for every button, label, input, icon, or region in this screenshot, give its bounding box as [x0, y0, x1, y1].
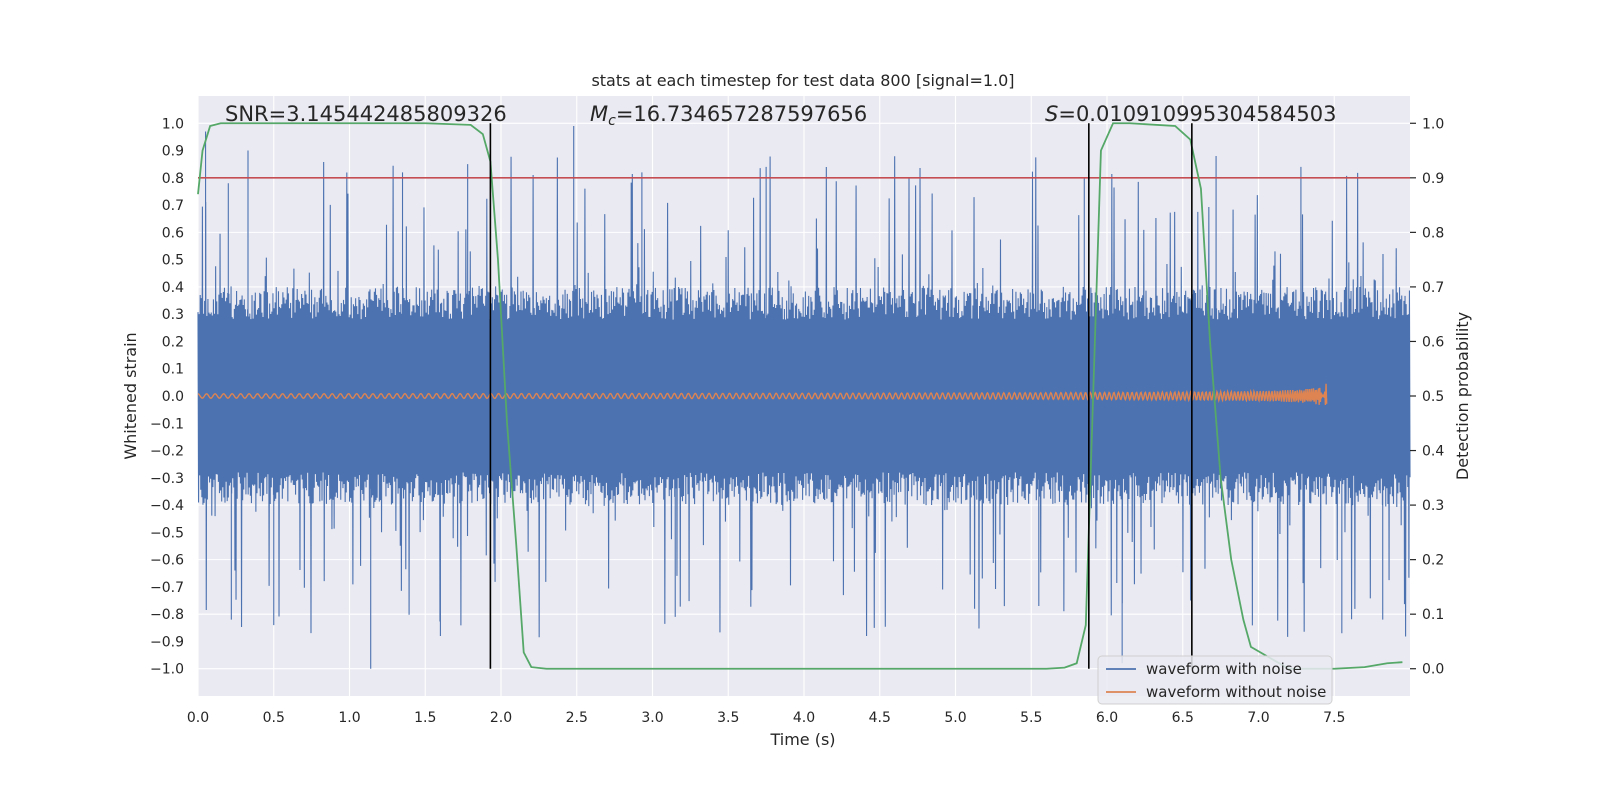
y-axis-right: 1.0 0.9 0.8 0.7 0.6 0.5 0.4 0.3 0.2 0.1 0.0 — [1410, 116, 1444, 678]
legend-label-clean: waveform without noise — [1146, 683, 1326, 701]
y-right-tick-label: 1.0 — [1422, 116, 1444, 132]
y-left-tick-label: 0.4 — [162, 280, 184, 296]
y-right-tick-label: 0.4 — [1422, 444, 1444, 460]
y-axis-label-left: Whitened strain — [121, 332, 140, 459]
y-left-tick-label: 0.7 — [162, 198, 184, 214]
y-left-tick-label: 0.0 — [162, 389, 184, 405]
y-left-tick-label: −0.1 — [150, 416, 184, 432]
x-tick-label: 4.5 — [869, 710, 891, 726]
y-axis-left: 1.0 0.9 0.8 0.7 0.6 0.5 0.4 0.3 0.2 0.1 0.0 −0.1 −0.… — [150, 116, 184, 677]
y-left-tick-label: −0.3 — [150, 471, 184, 487]
y-right-tick-label: 0.6 — [1422, 334, 1444, 350]
x-tick-label: 0.5 — [263, 710, 285, 726]
x-tick-label: 7.5 — [1323, 710, 1345, 726]
y-right-tick-label: 0.3 — [1422, 498, 1444, 514]
noise-trace — [197, 126, 1411, 669]
y-right-tick-label: 0.1 — [1422, 607, 1444, 623]
y-left-tick-label: −0.9 — [150, 634, 184, 650]
chart-title: stats at each timestep for test data 800… — [591, 71, 1014, 90]
legend-label-noise: waveform with noise — [1146, 660, 1302, 678]
y-left-tick-label: 0.6 — [162, 225, 184, 241]
y-left-tick-label: 0.1 — [162, 362, 184, 378]
vertical-markers — [489, 123, 1193, 669]
x-tick-label: 2.5 — [566, 710, 588, 726]
x-tick-label: 3.5 — [717, 710, 739, 726]
mc-annotation: Mc=16.734657287597656 — [590, 102, 867, 129]
x-axis: 0.0 0.5 1.0 1.5 2.0 2.5 3.0 3.5 4.0 4.5 5.0 5.5 6.0 6… — [187, 710, 1346, 726]
y-left-tick-label: −1.0 — [150, 662, 184, 678]
mc-value: =16.734657287597656 — [616, 102, 867, 126]
clean-trace — [197, 383, 1328, 406]
y-left-tick-label: 0.5 — [162, 253, 184, 269]
y-left-tick-label: −0.8 — [150, 607, 184, 623]
series-waveform-without-noise — [197, 383, 1328, 406]
x-tick-label: 2.0 — [490, 710, 512, 726]
y-right-tick-label: 0.8 — [1422, 225, 1444, 241]
x-tick-label: 1.5 — [414, 710, 436, 726]
s-value: =0.010910995304584503 — [1058, 102, 1336, 126]
x-tick-label: 7.0 — [1247, 710, 1269, 726]
legend: waveform with noise waveform without noi… — [1097, 655, 1333, 705]
y-right-tick-label: 0.0 — [1422, 662, 1444, 678]
y-right-tick-label: 0.2 — [1422, 553, 1444, 569]
y-left-tick-label: 0.8 — [162, 171, 184, 187]
x-tick-label: 5.0 — [944, 710, 966, 726]
snr-annotation: SNR=3.145442485809326 — [225, 102, 507, 126]
y-right-tick-label: 0.5 — [1422, 389, 1444, 405]
y-axis-label-right: Detection probability — [1453, 312, 1472, 480]
y-left-tick-label: −0.6 — [150, 553, 184, 569]
y-left-tick-label: −0.2 — [150, 444, 184, 460]
y-left-tick-label: −0.7 — [150, 580, 184, 596]
y-left-tick-label: 0.9 — [162, 144, 184, 160]
x-tick-label: 5.5 — [1020, 710, 1042, 726]
y-left-tick-label: 0.3 — [162, 307, 184, 323]
x-tick-label: 6.5 — [1172, 710, 1194, 726]
x-tick-label: 4.0 — [793, 710, 815, 726]
probability-line — [197, 122, 1403, 670]
series-waveform-with-noise — [197, 126, 1411, 669]
x-axis-label: Time (s) — [769, 730, 835, 749]
y-left-tick-label: −0.4 — [150, 498, 184, 514]
mc-symbol: M — [590, 102, 608, 126]
y-left-tick-label: 1.0 — [162, 116, 184, 132]
y-left-tick-label: −0.5 — [150, 525, 184, 541]
s-symbol: S — [1045, 102, 1058, 126]
y-right-tick-label: 0.9 — [1422, 171, 1444, 187]
s-annotation: S=0.010910995304584503 — [1045, 102, 1336, 126]
x-tick-label: 3.0 — [641, 710, 663, 726]
x-tick-label: 0.0 — [187, 710, 209, 726]
y-right-tick-label: 0.7 — [1422, 280, 1444, 296]
x-tick-label: 1.0 — [338, 710, 360, 726]
series-detection-probability — [197, 122, 1403, 670]
x-tick-label: 6.0 — [1096, 710, 1118, 726]
y-left-tick-label: 0.2 — [162, 334, 184, 350]
legend-box — [1097, 655, 1333, 705]
mc-subscript: c — [608, 113, 616, 129]
